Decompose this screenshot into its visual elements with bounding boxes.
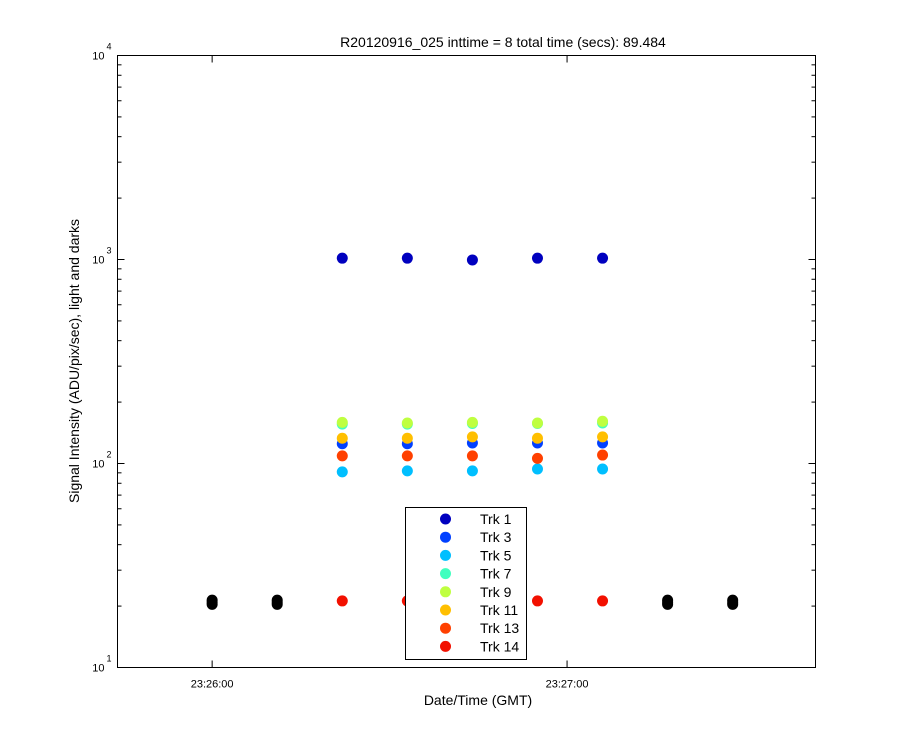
data-point [336,432,348,444]
x-tick-label: 23:27:00 [546,679,589,691]
y-tick-exponent: 2 [107,450,112,460]
data-point [662,594,674,606]
data-point [401,417,413,429]
data-point [466,431,478,443]
legend-label: Trk 3 [480,529,512,545]
legend-marker [440,531,451,543]
x-axis-label: Date/Time (GMT) [424,692,532,708]
series-trk-13 [336,449,609,464]
data-point [531,417,543,429]
data-point [336,450,348,462]
legend-label: Trk 7 [480,566,512,582]
legend-marker [440,586,451,598]
y-tick-label: 10 [92,459,104,471]
data-point [597,449,609,461]
data-point [531,463,543,475]
legend-label: Trk 9 [480,584,512,600]
legend-label: Trk 13 [480,620,519,636]
data-point [336,595,348,607]
y-tick-label: 10 [92,663,104,675]
data-point [336,466,348,478]
data-point [401,450,413,462]
data-point [401,252,413,264]
series-trk-9 [336,415,609,429]
chart-title: R20120916_025 inttime = 8 total time (se… [340,34,666,50]
legend-label: Trk 11 [480,602,518,618]
data-point [206,594,218,606]
legend: Trk 1 Trk 3 Trk 5 Trk 7 Trk 9 Trk 11 Trk 13 Trk… [405,507,527,660]
plot-frame [117,55,816,668]
data-point [597,595,609,607]
data-point [531,595,543,607]
data-point [597,415,609,427]
legend-marker [440,513,451,525]
y-tick-exponent: 4 [107,42,112,52]
data-point [727,594,739,606]
data-point [597,252,609,264]
y-tick-exponent: 3 [107,246,112,256]
series-trk-1 [336,252,609,266]
series-trk-5 [336,463,609,478]
data-point [401,432,413,444]
legend-marker [440,622,451,634]
y-tick-exponent: 1 [107,654,112,664]
x-tick-label: 23:26:00 [191,679,234,691]
series-dark [206,594,739,610]
legend-box [405,507,527,660]
data-point [401,465,413,477]
y-axis-label: Signal Intensity (ADU/pix/sec), light an… [66,219,82,503]
series-trk-11 [336,431,609,444]
data-point [597,431,609,443]
legend-label: Trk 1 [480,511,512,527]
data-point [466,450,478,462]
legend-marker [440,604,451,616]
legend-marker [440,640,451,652]
data-point [531,432,543,444]
legend-label: Trk 14 [480,638,519,654]
legend-marker [440,568,451,580]
data-point [466,416,478,428]
y-tick-label: 10 [92,255,104,267]
legend-marker [440,549,451,561]
data-point [531,252,543,264]
legend-label: Trk 5 [480,547,512,563]
data-point [466,254,478,266]
data-point [597,463,609,475]
data-point [336,252,348,264]
data-point [531,452,543,464]
data-point [271,594,283,606]
data-point [466,465,478,477]
y-tick-label: 10 [92,51,104,63]
data-point [336,416,348,428]
